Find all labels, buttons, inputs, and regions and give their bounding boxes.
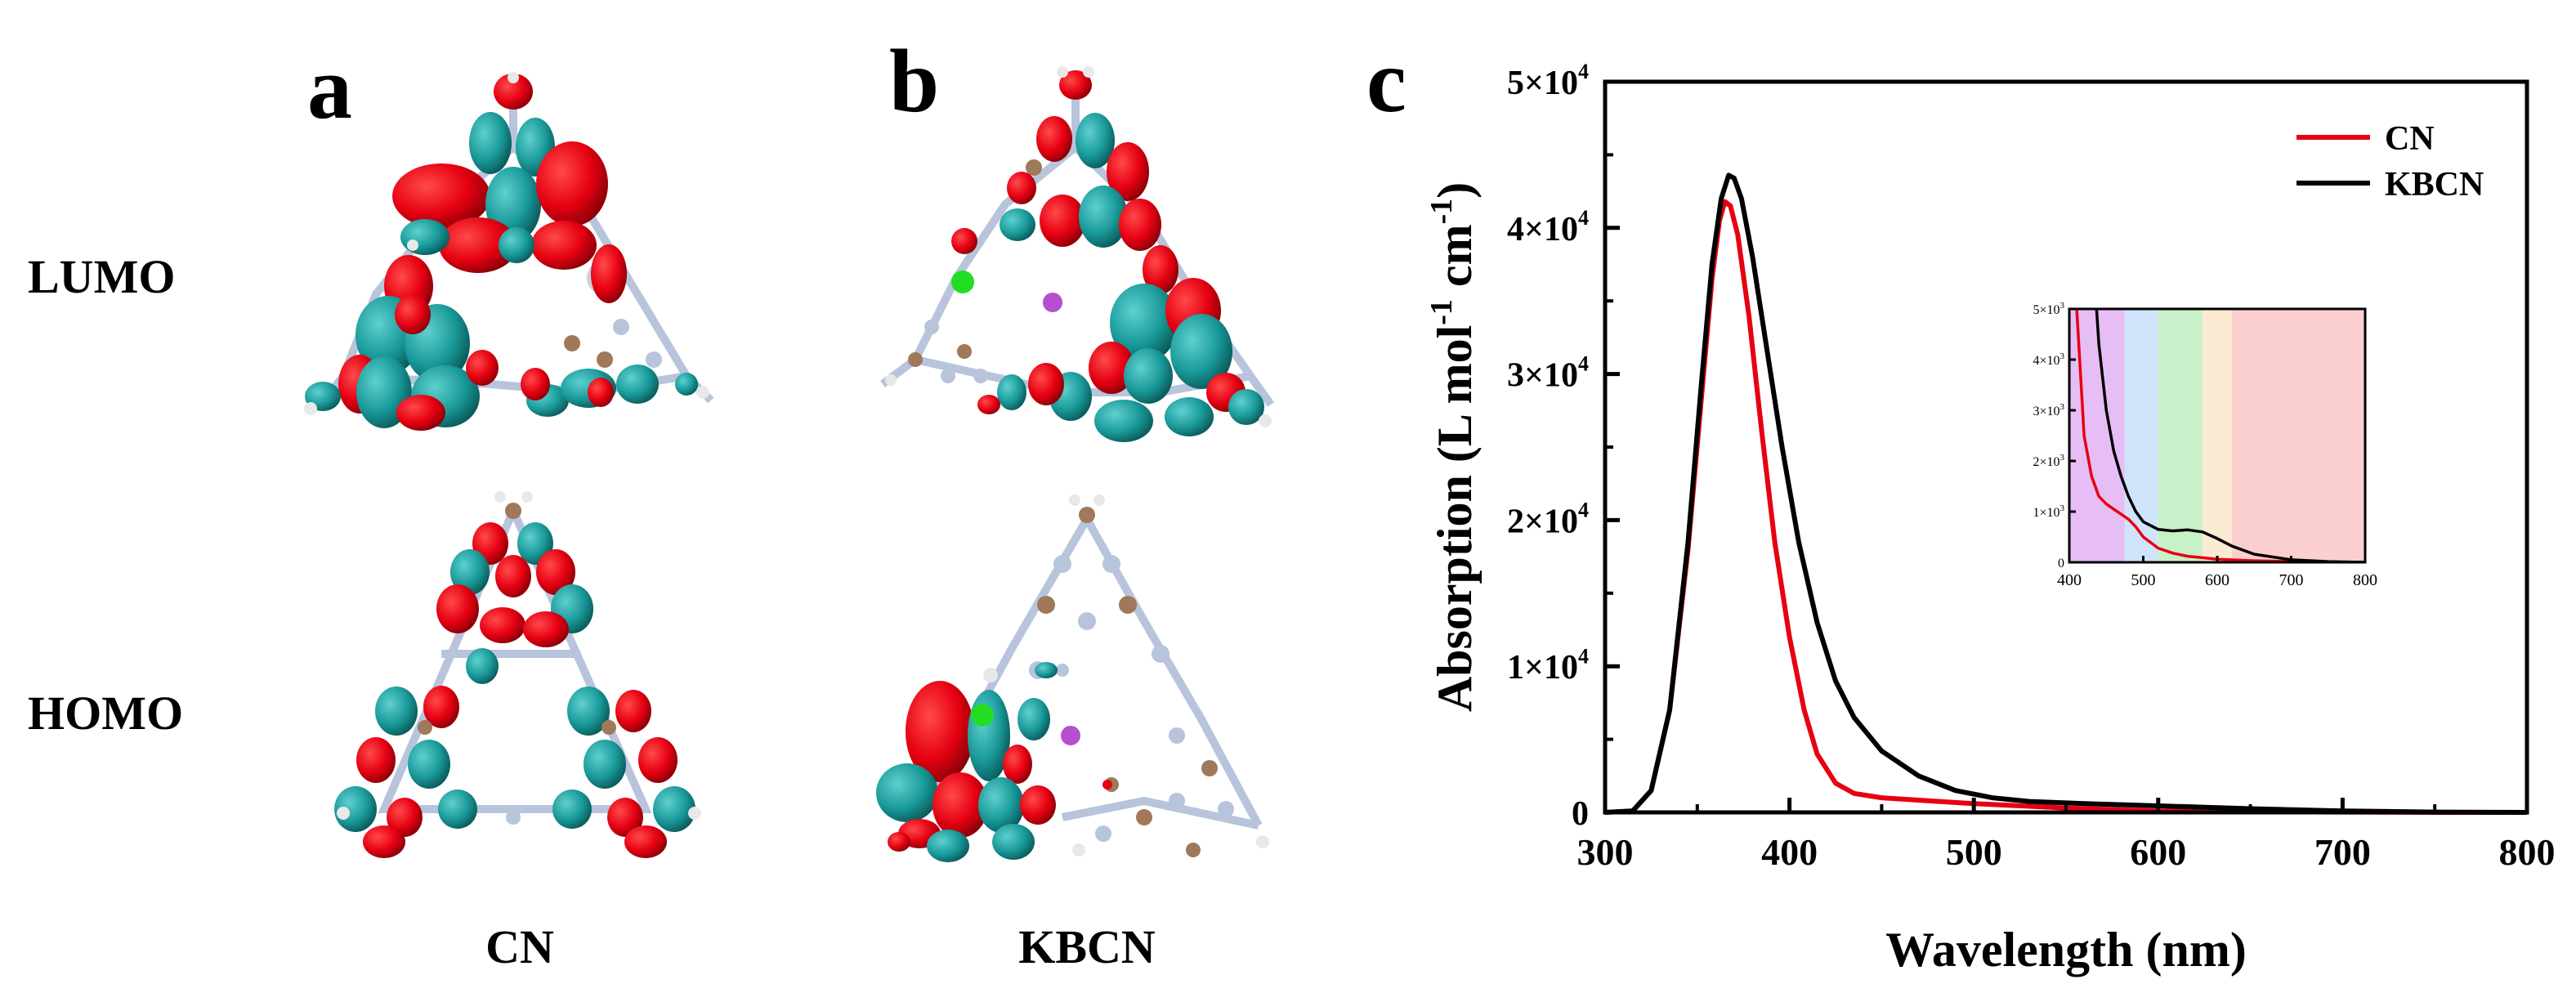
inset-color-band (2124, 309, 2158, 562)
orbital-figures (304, 66, 1275, 862)
inset-chart: 400 500 600 700 800 0 1×103 2×103 3×103 4×103 5×10… (2033, 301, 2377, 589)
inset-x-tick-label: 700 (2279, 571, 2304, 589)
y-axis-label: Absorption (L mol-1 cm-1) (1424, 182, 1482, 712)
x-tick-label: 400 (1761, 831, 1818, 873)
inset-y-tick-label: 5×103 (2033, 301, 2064, 317)
x-tick-label: 300 (1577, 831, 1634, 873)
inset-x-tick-label: 800 (2353, 571, 2377, 589)
legend-label-kbcn: KBCN (2385, 166, 2484, 204)
panel-letter-c: c (1366, 31, 1407, 131)
y-tick-label: 4×104 (1507, 206, 1589, 248)
inset-y-tick-label: 2×103 (2033, 453, 2064, 469)
x-tick-label: 800 (2499, 831, 2556, 873)
inset-x-tick-label: 500 (2131, 571, 2156, 589)
molecule-label-cn: CN (485, 920, 554, 973)
x-tick-label: 700 (2314, 831, 2371, 873)
cn-lumo-orbital (304, 72, 714, 431)
y-tick-label: 1×104 (1507, 644, 1589, 687)
cn-homo-orbital (334, 491, 701, 858)
molecule-label-kbcn: KBCN (1018, 920, 1156, 973)
y-tick-label: 2×104 (1507, 499, 1589, 541)
kbcn-lumo-orbital (880, 66, 1275, 442)
inset-color-band (2202, 309, 2233, 562)
inset-y-tick-label: 3×103 (2033, 402, 2064, 418)
inset-y-tick-label: 0 (2058, 557, 2064, 570)
inset-y-tick-label: 4×103 (2033, 351, 2064, 368)
x-tick-label: 600 (2130, 831, 2186, 873)
inset-series (2075, 309, 2365, 562)
inset-color-band (2232, 309, 2365, 562)
legend-label-cn: CN (2385, 120, 2435, 158)
inset-x-tick-label: 400 (2057, 571, 2082, 589)
panel-letter-b: b (889, 31, 940, 131)
row-label-homo: HOMO (28, 687, 184, 740)
inset-y-tick-label: 1×103 (2033, 503, 2064, 520)
panel-letter-a: a (307, 38, 352, 137)
x-tick-label: 500 (1946, 831, 2002, 873)
row-label-lumo: LUMO (28, 250, 176, 303)
inset-x-tick-label: 600 (2205, 571, 2229, 589)
inset-line-cn (2075, 309, 2365, 562)
series-line-kbcn (1604, 172, 2528, 815)
y-tick-label: 5×104 (1507, 60, 1589, 102)
y-tick-label: 3×104 (1507, 352, 1589, 395)
inset-color-band (2158, 309, 2203, 562)
inset-line-kbcn (2095, 309, 2365, 562)
kbcn-homo-orbital (876, 494, 1269, 862)
x-axis-label: Wavelength (nm) (1885, 923, 2247, 977)
series-line-cn (1604, 199, 2527, 815)
y-tick-label: 0 (1572, 795, 1589, 833)
